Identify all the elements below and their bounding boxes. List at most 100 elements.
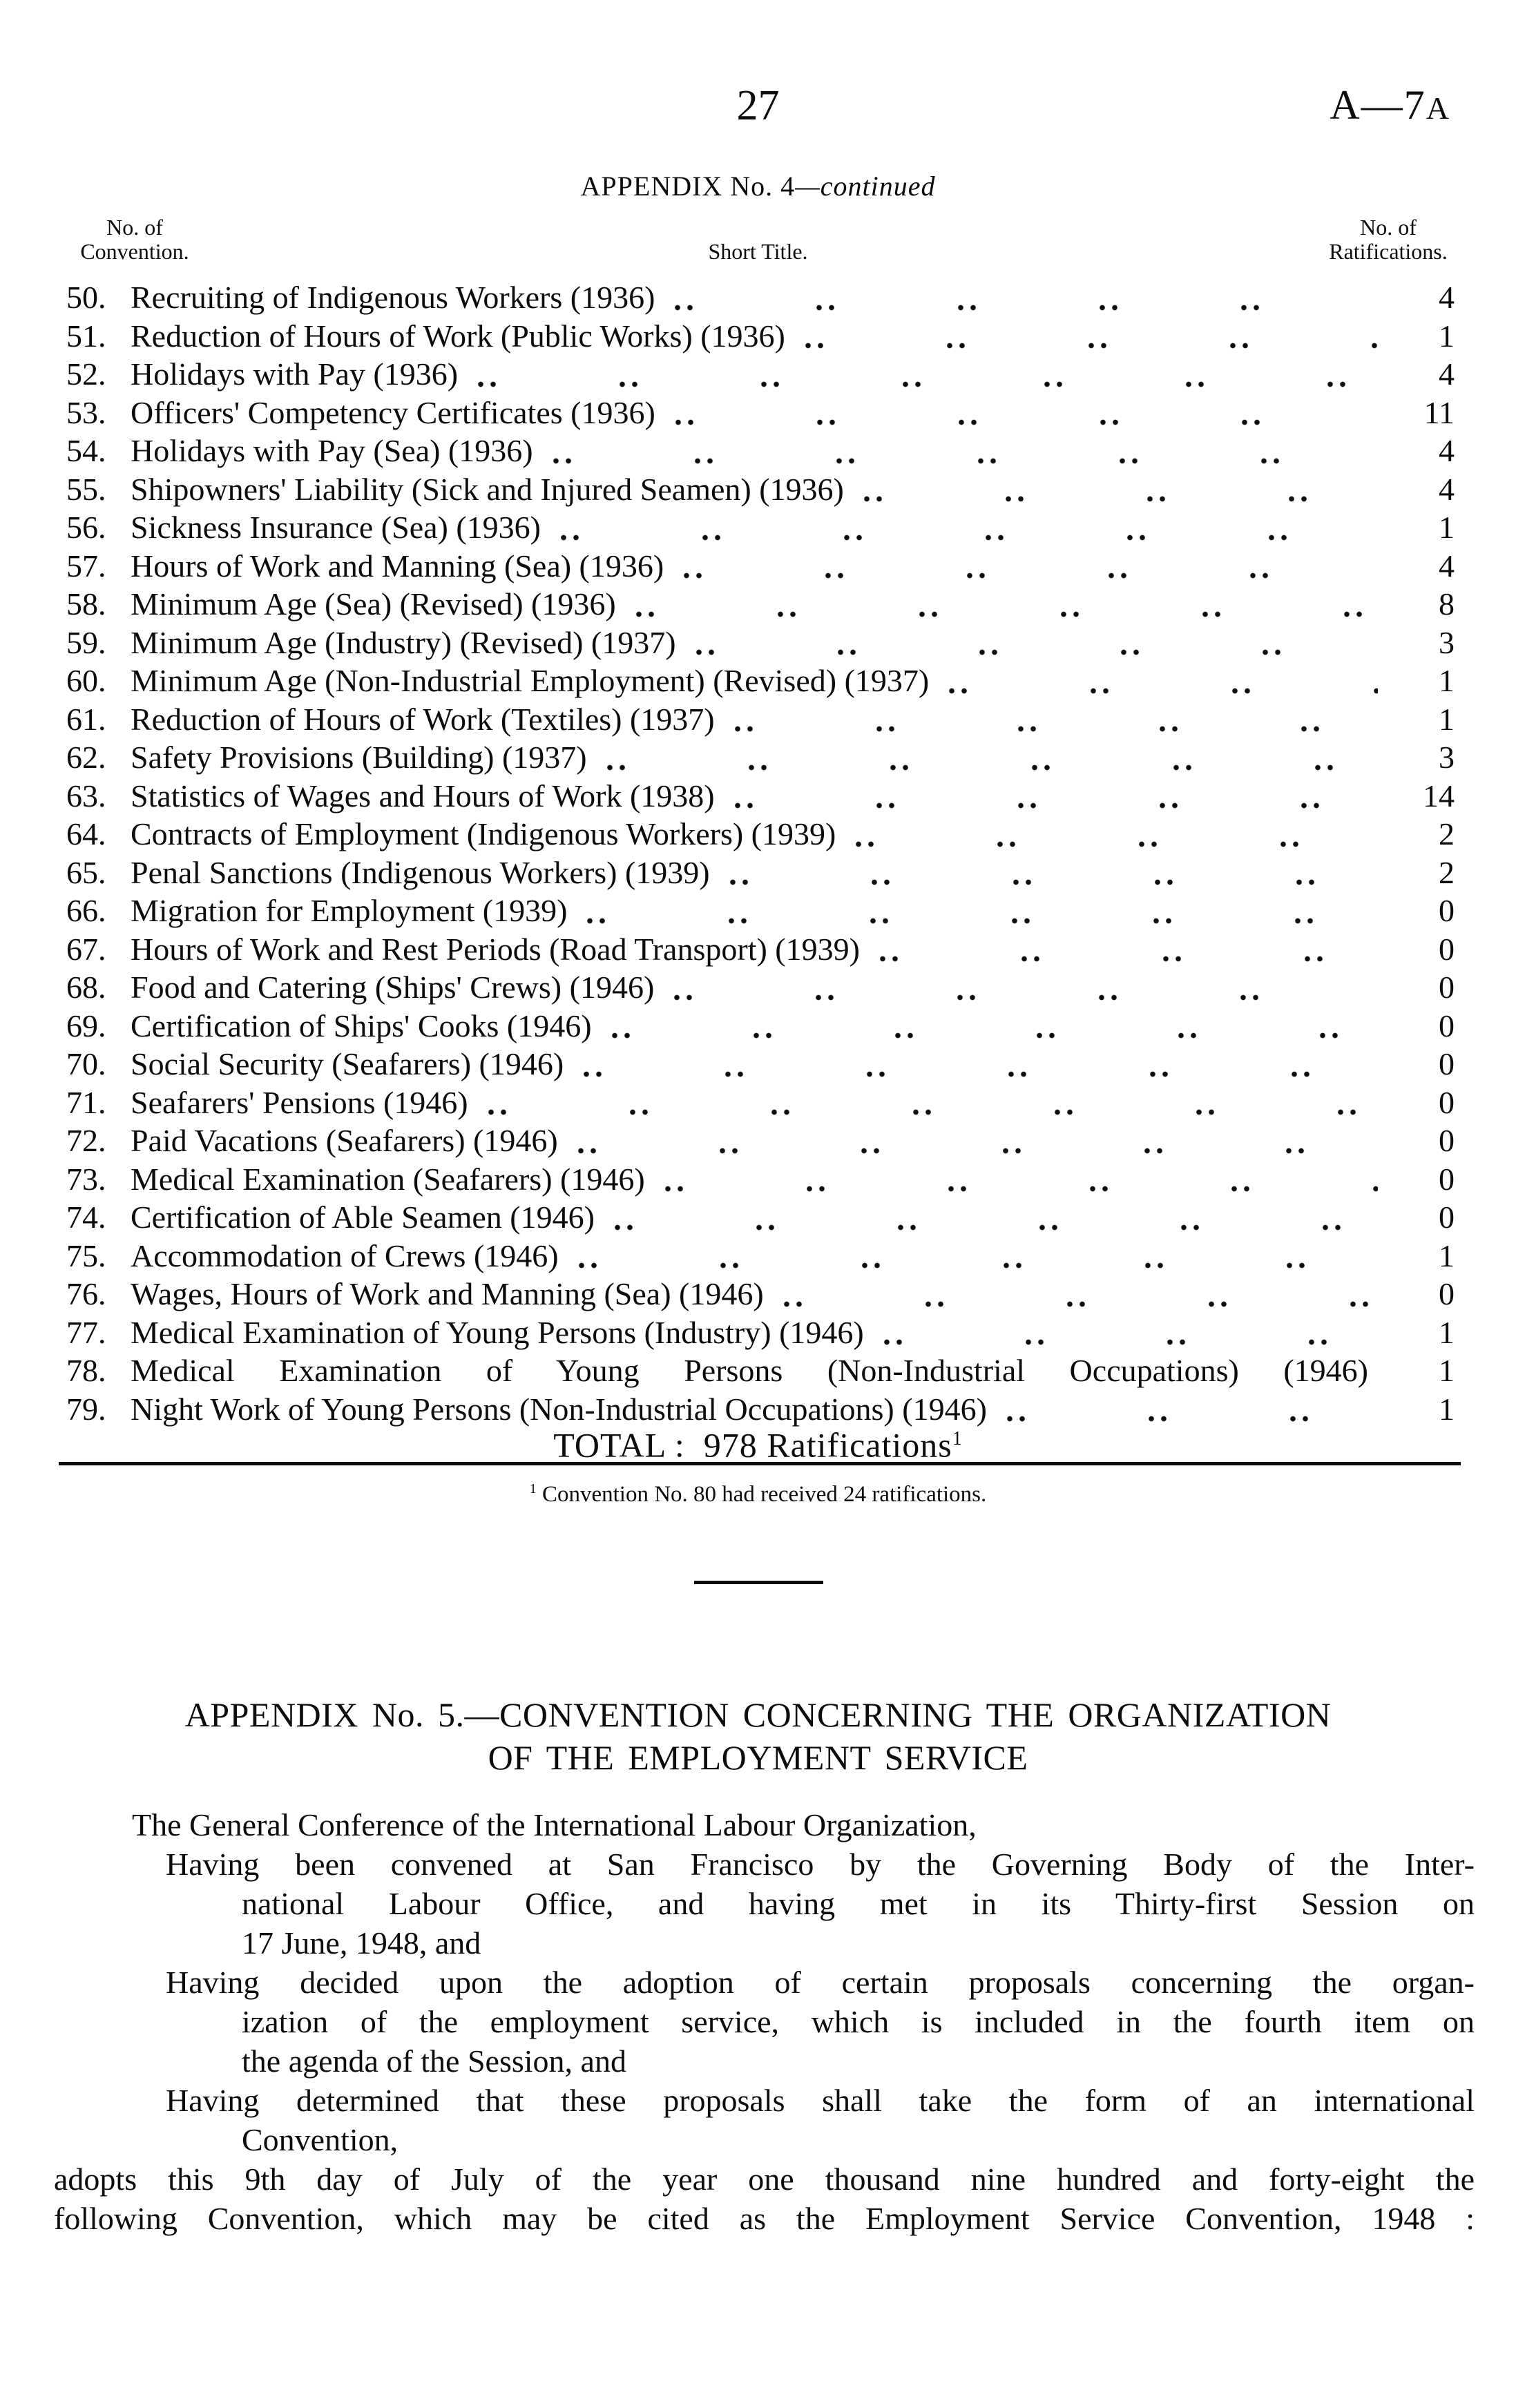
dot-leader xyxy=(613,1224,1378,1231)
table-row: 56. Sickness Insurance (Sea) (1936) 1 xyxy=(66,508,1455,547)
body-line: adopts this 9th day of July of the year … xyxy=(54,2161,1475,2197)
document-reference: A—7A xyxy=(1330,84,1450,126)
convention-number: 74. xyxy=(66,1200,106,1235)
convention-number: 77. xyxy=(66,1314,106,1350)
short-title: Certification of Ships' Cooks (1946) xyxy=(131,1008,592,1043)
short-title: Night Work of Young Persons (Non-Industr… xyxy=(131,1391,987,1427)
short-title: Medical Examination of Young Persons (In… xyxy=(131,1314,864,1350)
dot-leader xyxy=(559,534,1378,541)
short-title: Penal Sanctions (Indigenous Workers) (19… xyxy=(131,854,710,890)
table-row: 58. Minimum Age (Sea) (Revised) (1936) 8 xyxy=(66,585,1455,624)
short-title: Medical Examination (Seafarers) (1946) xyxy=(131,1161,645,1197)
table-row: 63. Statistics of Wages and Hours of Work… xyxy=(66,777,1455,816)
ratification-count: 1 xyxy=(1439,1391,1455,1427)
dot-leader xyxy=(606,764,1378,771)
dot-leader xyxy=(1006,1416,1378,1422)
convention-number: 62. xyxy=(66,740,106,775)
dot-leader xyxy=(664,1186,1378,1192)
short-title: Hours of Work and Rest Periods (Road Tra… xyxy=(131,931,860,967)
table-row: 74. Certification of Able Seamen (1946) 0 xyxy=(66,1198,1455,1237)
table-row: 71. Seafarers' Pensions (1946) 0 xyxy=(66,1083,1455,1122)
convention-number: 65. xyxy=(66,854,106,890)
dot-leader xyxy=(674,419,1378,425)
dot-leader xyxy=(552,457,1378,464)
dot-leader xyxy=(577,1262,1378,1269)
table-row: 69. Certification of Ships' Cooks (1946) 0 xyxy=(66,1007,1455,1046)
appendix5-body: The General Conference of the Internatio… xyxy=(54,1805,1475,2238)
convention-number: 73. xyxy=(66,1161,106,1197)
convention-number: 69. xyxy=(66,1008,106,1043)
table-row: 75. Accommodation of Crews (1946) 1 xyxy=(66,1237,1455,1275)
table-row: 50. Recruiting of Indigenous Workers (193… xyxy=(66,278,1455,317)
convention-number: 76. xyxy=(66,1276,106,1311)
short-title: Food and Catering (Ships' Crews) (1946) xyxy=(131,970,655,1005)
short-title: Reduction of Hours of Work (Public Works… xyxy=(131,318,785,354)
convention-number: 70. xyxy=(66,1046,106,1081)
ratification-count: 4 xyxy=(1439,433,1455,468)
convention-number: 68. xyxy=(66,970,106,1005)
ratification-count: 0 xyxy=(1439,1200,1455,1235)
appendix4-heading-main: APPENDIX No. 4 xyxy=(580,171,796,202)
ratification-count: 1 xyxy=(1439,663,1455,698)
table-row: 73. Medical Examination (Seafarers) (1946… xyxy=(66,1160,1455,1199)
dot-leader xyxy=(948,687,1378,694)
table-row: 51. Reduction of Hours of Work (Public Wo… xyxy=(66,317,1455,356)
convention-number: 55. xyxy=(66,471,106,507)
column-header-convention-line1: No. of xyxy=(106,215,163,240)
column-header-ratifications: No. of Ratifications. xyxy=(1309,215,1468,264)
dot-leader xyxy=(487,1109,1378,1115)
ratification-count: 1 xyxy=(1439,318,1455,354)
body-line: following Convention, which may be cited… xyxy=(54,2201,1475,2236)
ratification-count: 11 xyxy=(1423,394,1455,430)
short-title: Officers' Competency Certificates (1936) xyxy=(131,394,655,430)
ratification-count: 0 xyxy=(1439,931,1455,967)
ratification-count: 4 xyxy=(1439,548,1455,584)
dot-leader xyxy=(477,381,1378,387)
ratification-count: 1 xyxy=(1439,1353,1455,1388)
short-title: Seafarers' Pensions (1946) xyxy=(131,1084,468,1120)
convention-number: 51. xyxy=(66,318,106,354)
convention-number: 57. xyxy=(66,548,106,584)
ratification-count: 14 xyxy=(1423,778,1455,813)
body-line: The General Conference of the Internatio… xyxy=(132,1807,977,1842)
convention-number: 66. xyxy=(66,893,106,928)
dot-leader xyxy=(883,1339,1378,1345)
convention-number: 56. xyxy=(66,510,106,545)
dot-leader xyxy=(577,1147,1378,1154)
section-divider-rule xyxy=(693,1581,823,1584)
convention-number: 53. xyxy=(66,394,106,430)
ratification-count: 0 xyxy=(1439,1123,1455,1158)
ratification-count: 3 xyxy=(1439,624,1455,660)
appendix5-heading-line2: OF THE EMPLOYMENT SERVICE xyxy=(488,1738,1028,1777)
document-reference-suffix: A xyxy=(1426,90,1450,126)
document-reference-main: A—7 xyxy=(1330,82,1426,128)
convention-number: 78. xyxy=(66,1353,106,1388)
ratification-count: 3 xyxy=(1439,740,1455,775)
short-title: Holidays with Pay (1936) xyxy=(131,356,459,392)
ratification-count: 2 xyxy=(1439,854,1455,890)
ratification-count: 0 xyxy=(1439,1161,1455,1197)
column-header-convention: No. of Convention. xyxy=(55,215,214,264)
convention-number: 64. xyxy=(66,816,106,851)
table-row: 59. Minimum Age (Industry) (Revised) (193… xyxy=(66,624,1455,662)
short-title: Holidays with Pay (Sea) (1936) xyxy=(131,433,533,468)
table-row: 52. Holidays with Pay (1936) 4 xyxy=(66,355,1455,394)
short-title: Minimum Age (Sea) (Revised) (1936) xyxy=(131,586,616,622)
body-line: 17 June, 1948, and xyxy=(242,1925,481,1961)
ratification-count: 0 xyxy=(1439,970,1455,1005)
table-row: 54. Holidays with Pay (Sea) (1936) 4 xyxy=(66,432,1455,470)
table-row: 60. Minimum Age (Non-Industrial Employmen… xyxy=(66,662,1455,700)
table-row: 61. Reduction of Hours of Work (Textiles)… xyxy=(66,700,1455,739)
dot-leader xyxy=(695,649,1378,655)
appendix4-heading-continued: —continued xyxy=(795,171,936,202)
dot-leader xyxy=(673,994,1378,1001)
horizontal-rule xyxy=(59,1462,1461,1465)
footnote-text: Convention No. 80 had received 24 ratifi… xyxy=(541,1482,987,1507)
convention-number: 63. xyxy=(66,778,106,813)
body-line: Having been convened at San Francisco by… xyxy=(166,1847,1475,1882)
table-row: 76. Wages, Hours of Work and Manning (Sea… xyxy=(66,1275,1455,1313)
short-title: Minimum Age (Industry) (Revised) (1937) xyxy=(131,624,676,660)
body-line: Having decided upon the adoption of cert… xyxy=(166,1965,1475,2000)
ratification-count: 4 xyxy=(1439,471,1455,507)
table-row: 78. Medical Examination of Young Persons … xyxy=(66,1351,1455,1390)
